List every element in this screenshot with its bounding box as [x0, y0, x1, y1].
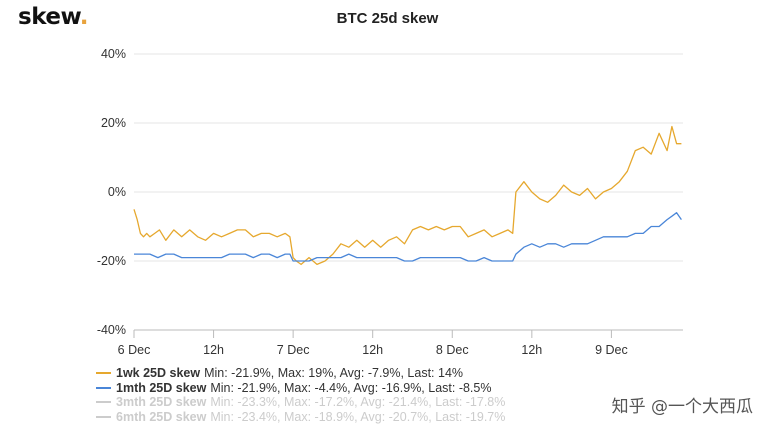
watermark: 知乎 @一个大西瓜: [611, 397, 753, 417]
y-tick-label: 40%: [101, 47, 126, 61]
x-tick-label: 12h: [362, 343, 383, 357]
logo-text: skew: [18, 4, 80, 30]
legend-item[interactable]: 3mth 25D skew Min: -23.3%, Max: -17.2%, A…: [96, 395, 505, 410]
legend-item[interactable]: 6mth 25D skew Min: -23.4%, Max: -18.9%, A…: [96, 410, 505, 425]
legend-series-stats: Min: -23.3%, Max: -17.2%, Avg: -21.4%, L…: [210, 395, 506, 410]
legend-swatch: [96, 401, 111, 404]
legend-series-name: 3mth 25D skew: [116, 395, 207, 410]
chart-title: BTC 25d skew: [336, 10, 439, 27]
logo-dot: .: [79, 4, 89, 30]
legend-item[interactable]: 1wk 25D skew Min: -21.9%, Max: 19%, Avg: …: [96, 366, 505, 381]
legend-series-name: 1wk 25D skew: [116, 366, 201, 380]
x-tick-label: 7 Dec: [277, 343, 310, 357]
y-tick-label: -20%: [97, 254, 126, 268]
y-tick-label: 0%: [108, 185, 126, 199]
legend-series-stats: Min: -21.9%, Max: -4.4%, Avg: -16.9%, La…: [210, 380, 492, 395]
x-tick-label: 6 Dec: [118, 343, 151, 357]
legend-series-stats: Min: -23.4%, Max: -18.9%, Avg: -20.7%, L…: [210, 409, 506, 424]
y-tick-label: -40%: [97, 323, 126, 337]
skew-logo: skew.: [18, 4, 89, 30]
legend-swatch: [96, 386, 111, 389]
y-tick-label: 20%: [101, 116, 126, 130]
series-line-1wk: [133, 125, 682, 266]
legend-swatch: [96, 416, 111, 419]
legend-item[interactable]: 1mth 25D skew Min: -21.9%, Max: -4.4%, Av…: [96, 381, 505, 396]
legend-series-name: 1mth 25D skew: [116, 380, 207, 395]
x-tick-label: 12h: [203, 343, 224, 357]
chart-legend: 1wk 25D skew Min: -21.9%, Max: 19%, Avg: …: [96, 366, 505, 424]
x-tick-label: 12h: [521, 343, 542, 357]
x-tick-label: 8 Dec: [436, 343, 469, 357]
legend-series-stats: Min: -21.9%, Max: 19%, Avg: -7.9%, Last:…: [204, 366, 464, 380]
x-tick-label: 9 Dec: [595, 343, 628, 357]
legend-swatch: [96, 372, 111, 375]
legend-series-name: 6mth 25D skew: [116, 409, 207, 424]
series-line-1mth: [134, 212, 682, 262]
